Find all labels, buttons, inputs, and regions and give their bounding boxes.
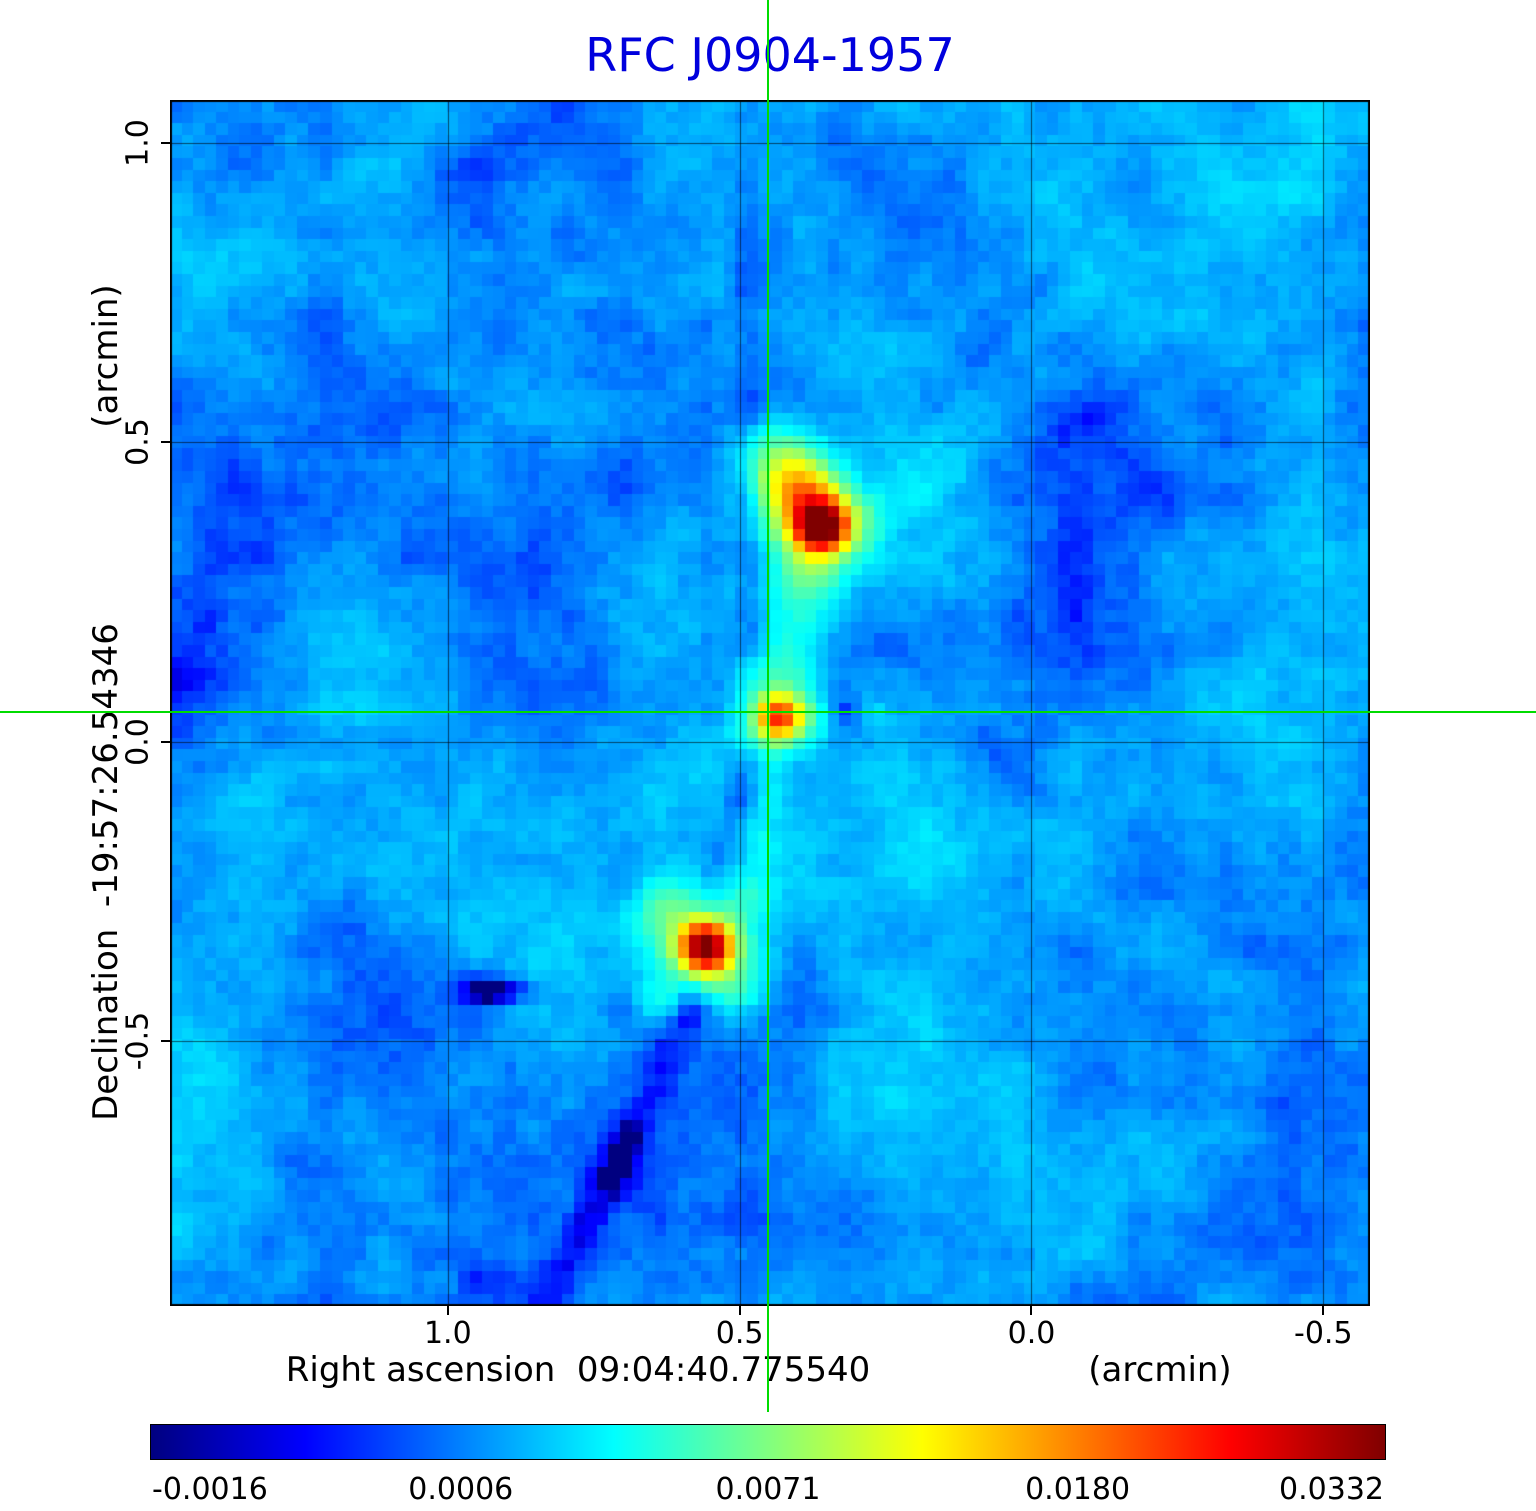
y-tick-label: -0.5 xyxy=(120,1011,156,1071)
x-tick-mark xyxy=(446,1306,449,1315)
crosshair-vertical xyxy=(766,0,769,1412)
crosshair-horizontal xyxy=(0,710,1536,713)
colorbar-tick-label: -0.0016 xyxy=(152,1472,268,1507)
colorbar-tick-label: 0.0071 xyxy=(715,1472,821,1507)
colorbar-tick-label: 0.0332 xyxy=(1279,1472,1384,1507)
y-tick-label: 0.0 xyxy=(120,717,156,766)
y-tick-mark xyxy=(161,142,170,145)
y-tick-mark xyxy=(161,1039,170,1042)
colorbar xyxy=(150,1424,1386,1460)
x-axis-unit: (arcmin) xyxy=(1088,1350,1232,1390)
x-axis-label: Right ascension 09:04:40.775540 xyxy=(285,1350,871,1390)
y-tick-mark xyxy=(161,441,170,444)
colorbar-tick-label: 0.0180 xyxy=(1025,1472,1131,1507)
x-tick-label: 0.0 xyxy=(1007,1316,1056,1351)
heatmap-canvas xyxy=(170,100,1370,1306)
chart-title: RFC J0904-1957 xyxy=(585,28,955,82)
y-tick-label: 1.0 xyxy=(120,119,156,167)
y-tick-mark xyxy=(161,740,170,743)
colorbar-tick-label: 0.0006 xyxy=(408,1472,514,1507)
x-tick-mark xyxy=(1322,1306,1325,1315)
x-tick-label: 1.0 xyxy=(423,1316,472,1351)
x-tick-mark xyxy=(1030,1306,1033,1315)
x-tick-label: -0.5 xyxy=(1294,1316,1353,1351)
y-axis-unit: (arcmin) xyxy=(86,284,126,428)
y-tick-label: 0.5 xyxy=(120,418,156,467)
x-tick-mark xyxy=(738,1306,741,1315)
x-tick-label: 0.5 xyxy=(715,1316,764,1351)
